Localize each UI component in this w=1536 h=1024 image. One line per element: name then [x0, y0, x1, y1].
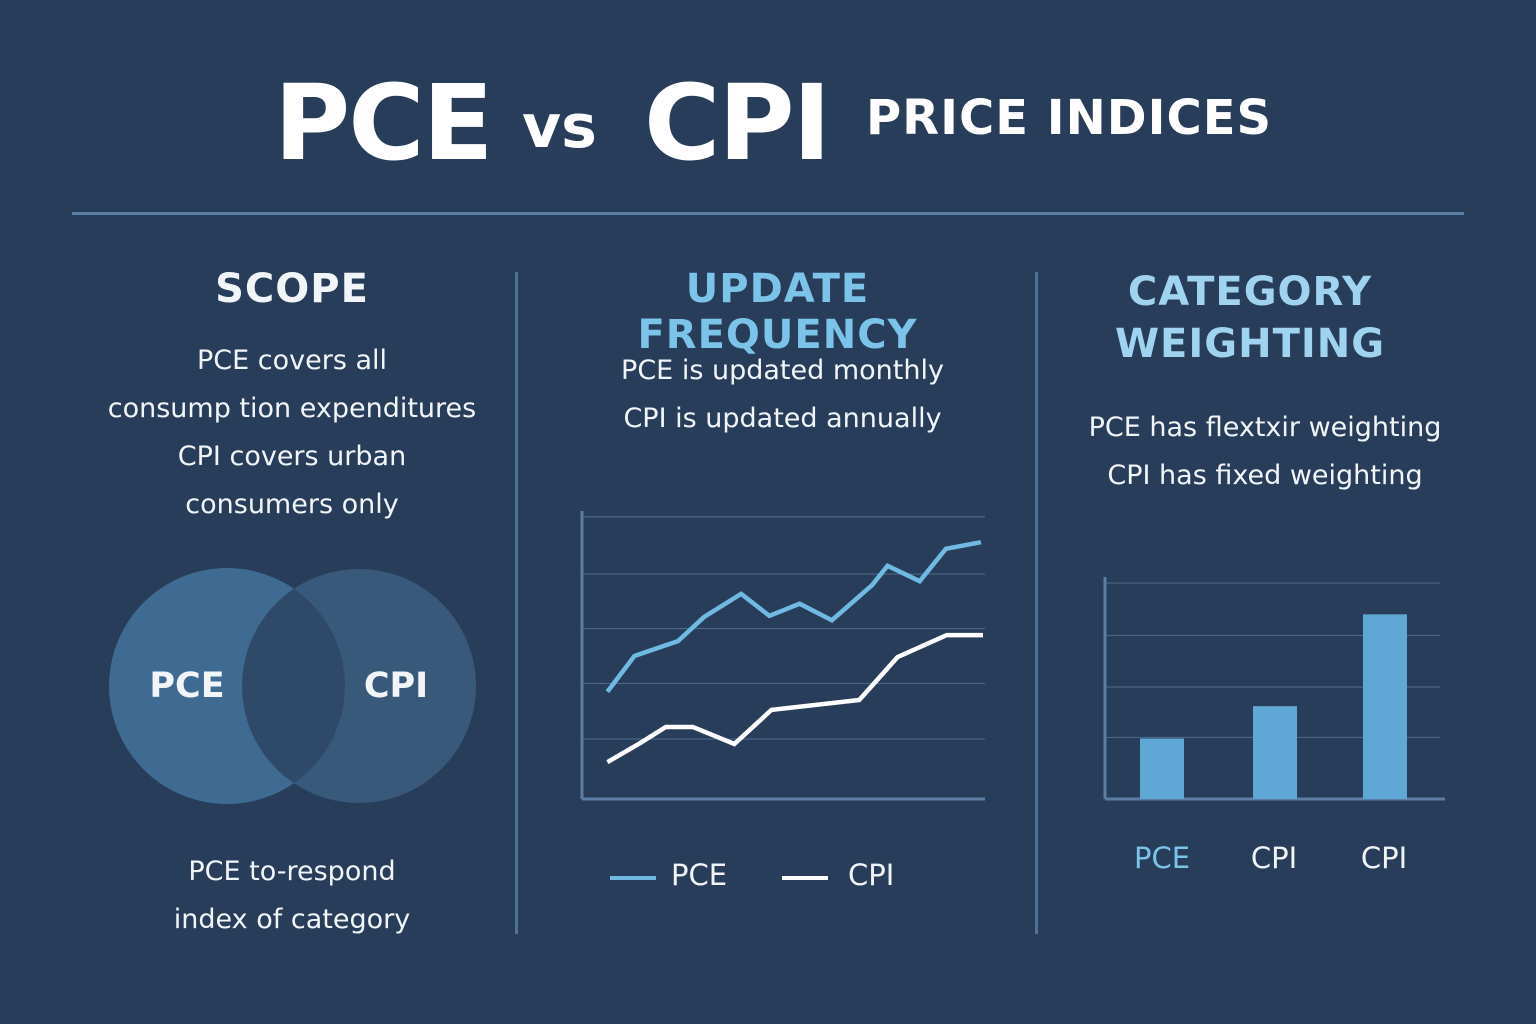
title-subtitle: PRICE INDICES: [866, 90, 1273, 146]
column-divider: [515, 272, 518, 934]
bar-cpi: [1363, 614, 1407, 799]
scope-text: PCE covers all consump tion expenditures…: [72, 337, 512, 529]
heading-line: CATEGORY: [1127, 269, 1373, 315]
legend-label-cpi: CPI: [848, 858, 895, 892]
bar-label: CPI: [1250, 841, 1298, 875]
scope-footer-line: index of category: [173, 904, 411, 935]
series-line-pce: [605, 539, 982, 694]
title-divider: [72, 212, 1464, 215]
column-divider: [1035, 272, 1038, 934]
scope-footer-line: PCE to-respond: [188, 856, 396, 887]
title-cpi: CPI: [644, 62, 831, 184]
scope-line: CPI covers urban: [177, 441, 407, 472]
scope-line: PCE covers all: [196, 345, 388, 376]
title-pce: PCE: [274, 62, 494, 184]
category-weighting-text: PCE has flextxir weighting CPI has fixed…: [1060, 404, 1470, 500]
scope-line: consump tion expenditures: [107, 393, 477, 424]
category-weighting-line: CPI has fixed weighting: [1107, 460, 1423, 491]
update-frequency-line: PCE is updated monthly: [621, 355, 944, 386]
scope-heading: SCOPE: [215, 266, 369, 312]
heading-line: WEIGHTING: [1114, 321, 1386, 367]
update-frequency-line: CPI is updated annually: [623, 403, 942, 434]
category-weighting-line: PCE has flextxir weighting: [1088, 412, 1442, 443]
update-frequency-heading: UPDATE FREQUENCY: [637, 266, 918, 358]
category-weighting-heading: CATEGORY WEIGHTING: [1060, 266, 1440, 370]
page-title: PCE vs CPI PRICE INDICES: [0, 62, 1536, 184]
bar-cpi: [1253, 706, 1297, 799]
bar-pce: [1140, 738, 1184, 799]
venn-label-cpi: CPI: [363, 666, 429, 706]
title-vs: vs: [522, 92, 597, 162]
venn-label-pce: PCE: [149, 666, 225, 706]
bar-label: CPI: [1360, 841, 1408, 875]
legend-swatch-pce: [610, 876, 656, 880]
series-line-cpi: [606, 632, 983, 765]
bar-label: PCE: [1133, 841, 1191, 875]
legend-label-pce: PCE: [671, 858, 728, 892]
legend-swatch-cpi: [782, 876, 828, 880]
update-frequency-text: PCE is updated monthly CPI is updated an…: [560, 347, 1005, 443]
venn-overlap: [242, 569, 345, 803]
scope-line: consumers only: [185, 489, 399, 520]
scope-footer: PCE to-respond index of category: [72, 848, 512, 944]
